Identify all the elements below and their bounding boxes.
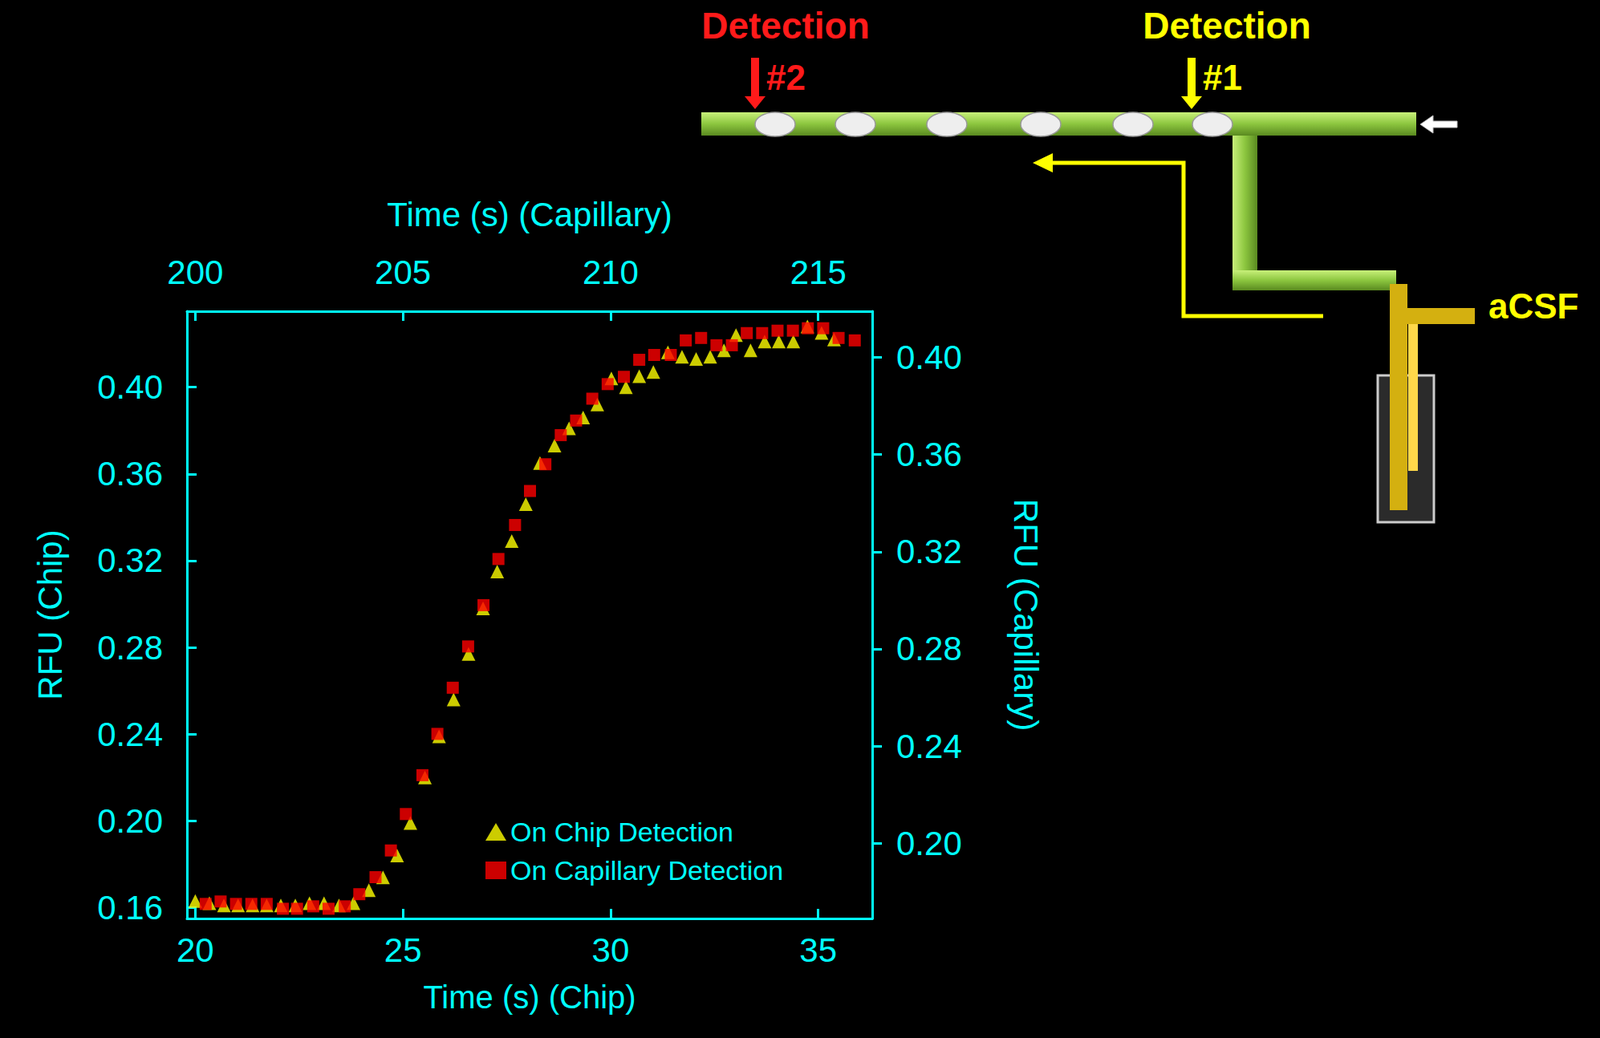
svg-text:RFU (Chip): RFU (Chip) — [31, 529, 70, 700]
svg-text:Time (s) (Chip): Time (s) (Chip) — [422, 979, 636, 1016]
svg-text:200: 200 — [166, 253, 224, 292]
svg-text:0.24: 0.24 — [97, 715, 163, 754]
svg-text:0.20: 0.20 — [896, 824, 963, 863]
svg-text:#2: #2 — [766, 57, 806, 98]
svg-text:0.40: 0.40 — [97, 368, 163, 407]
svg-text:Detection: Detection — [701, 4, 870, 47]
svg-text:aCSF: aCSF — [1488, 286, 1579, 326]
svg-text:Time (s) (Capillary): Time (s) (Capillary) — [386, 195, 672, 234]
svg-text:25: 25 — [384, 931, 423, 970]
svg-text:0.40: 0.40 — [896, 338, 963, 377]
svg-text:0.28: 0.28 — [896, 629, 963, 668]
svg-text:Detection: Detection — [1142, 4, 1312, 47]
svg-text:30: 30 — [592, 931, 630, 970]
svg-text:210: 210 — [582, 253, 639, 292]
svg-text:0.36: 0.36 — [97, 454, 163, 493]
svg-text:35: 35 — [799, 931, 837, 970]
svg-text:0.32: 0.32 — [97, 541, 163, 580]
svg-text:0.32: 0.32 — [896, 532, 963, 571]
svg-text:0.20: 0.20 — [97, 802, 163, 841]
svg-text:205: 205 — [374, 253, 431, 292]
svg-text:0.28: 0.28 — [97, 629, 163, 667]
svg-text:0.16: 0.16 — [97, 889, 163, 927]
svg-text:0.36: 0.36 — [896, 435, 963, 474]
svg-text:On Capillary Detection: On Capillary Detection — [510, 855, 784, 886]
svg-text:On Chip Detection: On Chip Detection — [510, 816, 734, 848]
svg-text:215: 215 — [790, 253, 847, 292]
svg-text:#1: #1 — [1202, 57, 1243, 98]
svg-text:RFU (Capillary): RFU (Capillary) — [1007, 499, 1045, 731]
svg-text:20: 20 — [176, 931, 215, 970]
svg-text:0.24: 0.24 — [896, 727, 963, 766]
